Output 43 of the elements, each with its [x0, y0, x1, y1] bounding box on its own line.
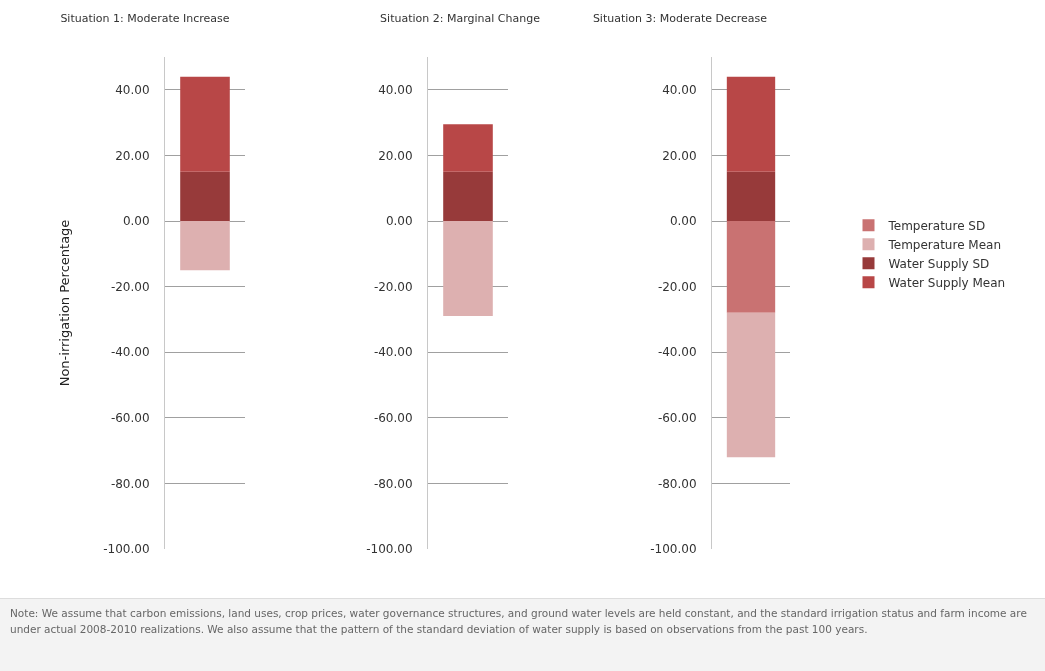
y-tick-label: -60.00 [657, 411, 697, 425]
y-tick-label: -100.00 [366, 542, 413, 557]
legend-label: Temperature Mean [887, 237, 1002, 252]
bar [726, 76, 776, 172]
y-axis-title: Non-irrigation Percentage [57, 219, 73, 387]
y-tick-label: 40.00 [378, 83, 413, 97]
bar [180, 76, 230, 172]
y-tick-label: -100.00 [103, 542, 150, 557]
chart-title: Situation 1: Moderate Increase [60, 11, 230, 25]
y-tick-label: -20.00 [657, 279, 697, 294]
bar [443, 221, 493, 317]
y-tick-label: 40.00 [662, 83, 697, 97]
y-tick-label: -60.00 [110, 411, 150, 425]
y-tick-label: -40.00 [657, 345, 697, 360]
bar [726, 221, 776, 313]
y-tick-label: 0.00 [385, 214, 413, 229]
y-tick-label: -80.00 [373, 476, 413, 491]
y-tick-label: -20.00 [110, 279, 150, 294]
legend-label: Water Supply Mean [888, 275, 1006, 290]
text: Note: We assume that carbon emissions, land uses, crop prices, water governance structures, and ground water levels are held constant, and the standard irrigation status and farm income are under actual 2008-2010 realizations. We also assume that the pattern of the standard deviation of water supply is based on observations from the past 100 years. [0, 598, 1045, 671]
legend-label: Water Supply SD [888, 256, 990, 271]
bar [180, 171, 230, 221]
y-tick-label: 20.00 [662, 148, 697, 163]
bar [726, 312, 776, 458]
y-tick-label: 40.00 [115, 83, 150, 97]
chart-title: Situation 3: Moderate Decrease [592, 11, 768, 25]
y-tick-label: -80.00 [110, 476, 150, 491]
y-tick-label: -60.00 [373, 411, 413, 425]
y-tick-label: -100.00 [650, 542, 697, 557]
bar [443, 171, 493, 221]
y-tick-label: 20.00 [115, 148, 150, 163]
y-tick-label: -80.00 [657, 476, 697, 491]
bar [726, 171, 776, 221]
y-tick-label: -40.00 [110, 345, 150, 360]
y-tick-label: -20.00 [373, 279, 413, 294]
y-tick-label: 20.00 [378, 148, 413, 163]
bar [443, 124, 493, 172]
legend-label: Temperature SD [887, 218, 986, 233]
y-tick-label: 0.00 [669, 214, 697, 229]
bar [180, 221, 230, 271]
chart-title: Situation 2: Marginal Change [380, 11, 541, 25]
y-tick-label: -40.00 [373, 345, 413, 360]
y-tick-label: 0.00 [122, 214, 150, 229]
